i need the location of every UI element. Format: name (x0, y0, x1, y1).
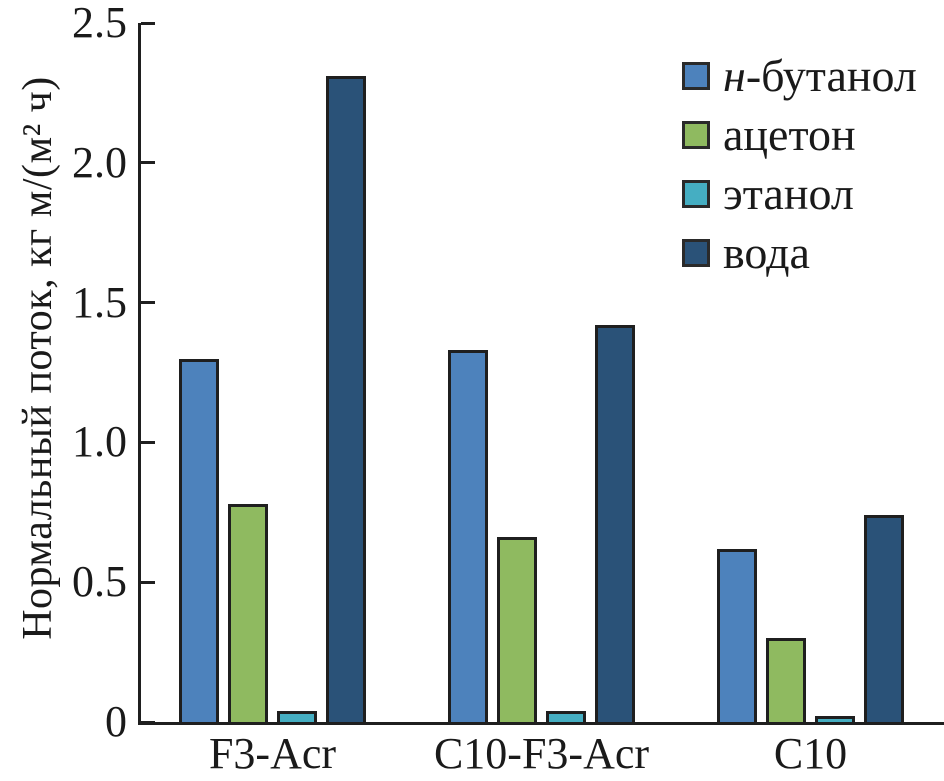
bar-C10-F3-Acr-этанол (546, 711, 586, 722)
x-category-label-C10: C10 (773, 729, 848, 778)
legend-item-вода: вода (682, 223, 917, 282)
y-tick-label: 1.5 (72, 277, 127, 327)
bar-C10-этанол (815, 716, 855, 722)
x-category-label-C10-F3-Acr: C10-F3-Acr (433, 729, 650, 778)
bar-F3-Acr-этанол (277, 711, 317, 722)
bar-F3-Acr-ацетон (228, 504, 268, 722)
y-tick-label: 1.0 (72, 417, 127, 467)
legend: н-бутанол ацетон этанол вода (682, 46, 917, 282)
bar-C10-F3-Acr-н-бутанол (448, 350, 488, 722)
bar-C10-н-бутанол (717, 549, 757, 722)
legend-swatch-icon (682, 179, 710, 208)
legend-item-этанол: этанол (682, 164, 917, 223)
y-tick-label: 2.5 (72, 0, 127, 47)
legend-label: н-бутанол (723, 49, 917, 101)
legend-swatch-icon (682, 238, 710, 267)
bar-C10-F3-Acr-вода (595, 325, 635, 722)
legend-label: ацетон (723, 108, 856, 160)
y-axis-tick (141, 720, 155, 724)
legend-item-н-бутанол: н-бутанол (682, 46, 917, 105)
legend-label: этанол (723, 167, 854, 219)
bar-F3-Acr-н-бутанол (179, 359, 219, 722)
y-tick-label: 2.0 (72, 137, 127, 187)
x-category-label-F3-Acr: F3-Acr (208, 729, 337, 778)
y-axis-tick (141, 440, 155, 444)
bar-C10-вода (864, 515, 904, 722)
y-axis-tick (141, 21, 155, 25)
plot-area (138, 21, 944, 725)
legend-item-ацетон: ацетон (682, 105, 917, 164)
y-tick-labels: 0 0.5 1.0 1.5 2.0 2.5 (0, 0, 127, 746)
legend-swatch-icon (682, 61, 710, 90)
y-tick-label: 0.5 (72, 557, 127, 607)
y-axis-tick (141, 580, 155, 584)
legend-label: вода (723, 226, 810, 278)
bar-C10-ацетон (766, 638, 806, 722)
y-axis-tick (141, 301, 155, 305)
bar-F3-Acr-вода (326, 76, 366, 722)
y-tick-label: 0 (105, 697, 127, 746)
bar-C10-F3-Acr-ацетон (497, 537, 537, 722)
legend-swatch-icon (682, 120, 710, 149)
y-axis-tick (141, 161, 155, 165)
